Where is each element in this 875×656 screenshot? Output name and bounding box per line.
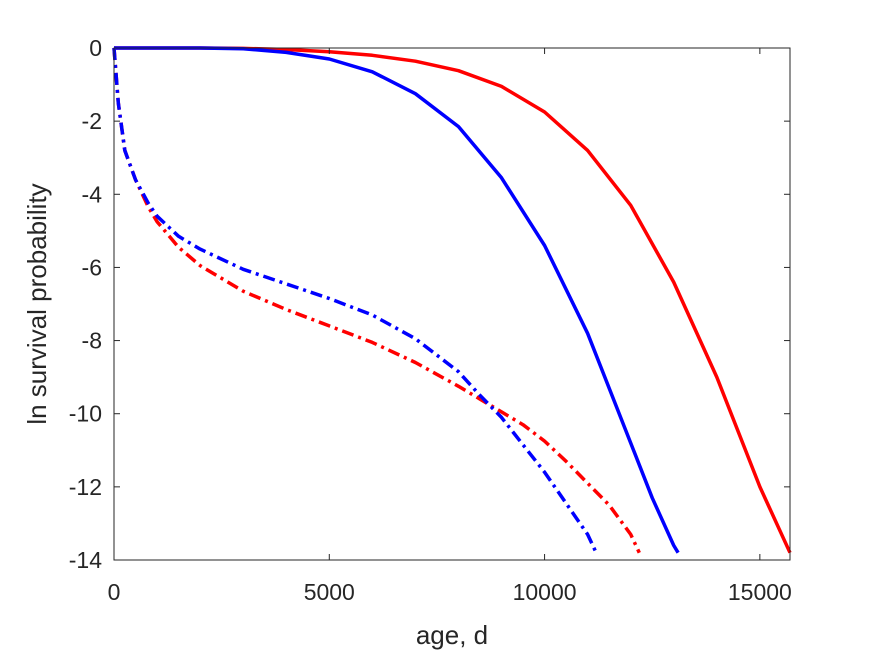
series-line-4 [112,47,598,554]
y-tick-label: 0 [89,35,102,61]
y-tick-label: -10 [69,401,102,427]
y-tick-label: -12 [69,474,102,500]
y-tick-label: -4 [82,181,103,207]
tick-layer: 0 5000 10000 15000 0 -2 -4 -6 -8 -10 -12 -14 [69,35,792,605]
x-tick-label: 15000 [728,579,792,605]
y-axis-label: ln survival probability [22,183,52,424]
x-tick-label: 5000 [304,579,355,605]
y-tick-label: -14 [69,547,102,573]
y-tick-label: -2 [82,108,102,134]
x-axis-label: age, d [416,620,488,650]
y-tick-label: -6 [82,254,102,280]
x-tick-label: 10000 [513,579,577,605]
x-tick-label: 0 [108,579,121,605]
y-tick-label: -8 [82,328,102,354]
plot-frame [113,47,791,561]
